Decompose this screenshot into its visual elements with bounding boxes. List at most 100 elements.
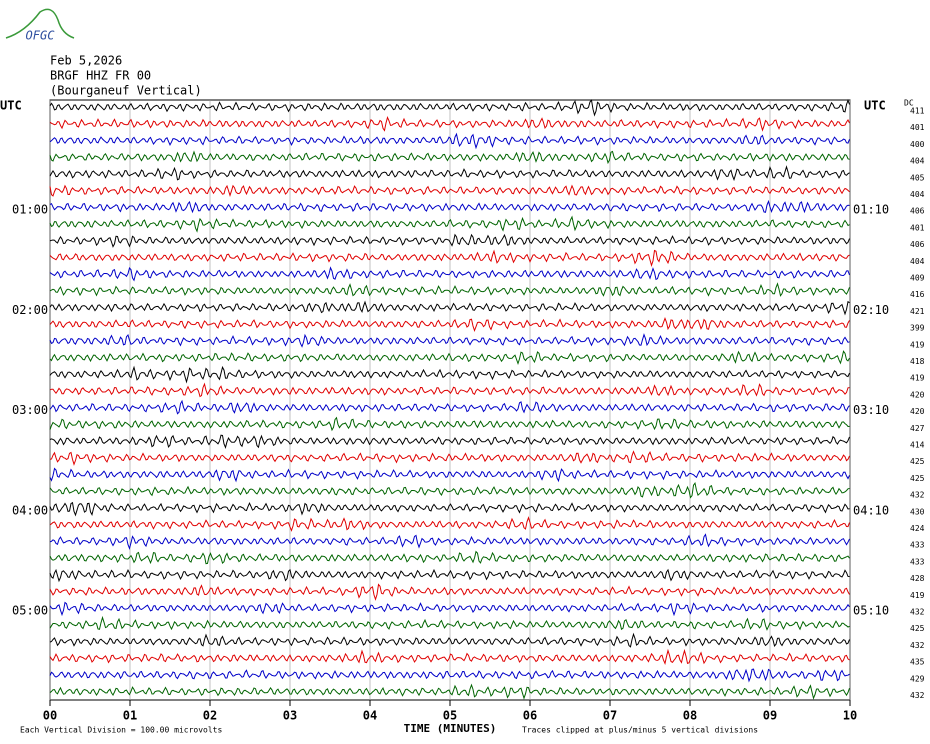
right-header: UTC <box>864 99 886 113</box>
x-axis-label: TIME (MINUTES) <box>404 722 497 735</box>
trace <box>49 434 850 449</box>
x-tick-label: 03 <box>283 709 297 723</box>
right-time-label: 04:10 <box>853 503 889 517</box>
dc-value: 432 <box>910 691 925 700</box>
dc-value: 420 <box>910 390 925 399</box>
right-time-label: 05:10 <box>853 604 889 618</box>
dc-value: 424 <box>910 524 925 533</box>
note-left: Each Vertical Division = 100.00 microvol… <box>20 726 222 735</box>
dc-value: 425 <box>910 457 925 466</box>
x-tick-label: 05 <box>443 709 457 723</box>
dc-value: 405 <box>910 173 925 182</box>
dc-value: 432 <box>910 641 925 650</box>
trace <box>49 333 850 348</box>
dc-value: 427 <box>910 424 925 433</box>
trace <box>49 116 850 132</box>
trace <box>49 416 850 432</box>
left-header: UTC <box>0 99 22 113</box>
right-time-label: 01:10 <box>853 203 889 217</box>
dc-value: 425 <box>910 624 925 633</box>
dc-value: 409 <box>910 274 925 283</box>
dc-value: 433 <box>910 557 925 566</box>
dc-value: 418 <box>910 357 925 366</box>
trace <box>49 601 850 617</box>
dc-value: 406 <box>910 207 925 216</box>
station-name: (Bourganeuf Vertical) <box>50 84 202 98</box>
left-time-label: 02:00 <box>12 303 48 317</box>
trace <box>49 98 850 117</box>
x-tick-label: 06 <box>523 709 537 723</box>
trace <box>49 350 850 366</box>
trace <box>49 648 850 665</box>
dc-value: 416 <box>910 290 925 299</box>
dc-value: 429 <box>910 674 925 683</box>
dc-value: 404 <box>910 190 925 199</box>
dc-value: 419 <box>910 340 925 349</box>
x-tick-label: 04 <box>363 709 377 723</box>
trace <box>49 516 850 532</box>
dc-value: 420 <box>910 407 925 416</box>
dc-value: 430 <box>910 507 925 516</box>
chart-subtitle: BRGF HHZ FR 00 <box>50 69 151 83</box>
trace <box>49 215 850 233</box>
dc-value: 421 <box>910 307 925 316</box>
logo: OFGC <box>26 29 56 43</box>
trace <box>49 233 850 248</box>
dc-value: 425 <box>910 474 925 483</box>
trace <box>49 382 850 398</box>
trace <box>49 450 850 466</box>
trace <box>49 568 850 583</box>
x-tick-label: 01 <box>123 709 137 723</box>
trace <box>49 282 850 297</box>
trace <box>49 266 850 282</box>
trace <box>49 683 850 700</box>
dc-value: 414 <box>910 441 925 450</box>
dc-value: 400 <box>910 140 925 149</box>
dc-value: 401 <box>910 223 925 232</box>
dc-value: 401 <box>910 123 925 132</box>
dc-value: 406 <box>910 240 925 249</box>
x-tick-label: 07 <box>603 709 617 723</box>
trace <box>49 583 850 601</box>
x-tick-label: 10 <box>843 709 857 723</box>
dc-value: 404 <box>910 157 925 166</box>
chart-title: Feb 5,2026 <box>50 54 122 68</box>
trace <box>49 184 850 198</box>
left-time-label: 03:00 <box>12 403 48 417</box>
trace <box>49 482 850 499</box>
trace <box>49 165 850 182</box>
dc-value: 419 <box>910 374 925 383</box>
trace <box>49 199 850 214</box>
note-right: Traces clipped at plus/minus 5 vertical … <box>522 726 758 735</box>
trace <box>49 300 850 316</box>
dc-value: 432 <box>910 608 925 617</box>
dc-value: 404 <box>910 257 925 266</box>
dc-value: 433 <box>910 541 925 550</box>
dc-value: 411 <box>910 107 925 116</box>
dc-value: 399 <box>910 324 925 333</box>
x-tick-label: 08 <box>683 709 697 723</box>
left-time-label: 01:00 <box>12 203 48 217</box>
logo-curve <box>5 8 75 39</box>
trace <box>49 668 850 683</box>
trace <box>49 132 850 150</box>
x-tick-label: 09 <box>763 709 777 723</box>
trace <box>49 467 850 483</box>
x-tick-label: 00 <box>43 709 57 723</box>
trace <box>49 550 850 565</box>
trace <box>49 399 850 415</box>
trace <box>49 632 850 648</box>
dc-value: 435 <box>910 658 925 667</box>
x-tick-label: 02 <box>203 709 217 723</box>
left-time-label: 04:00 <box>12 503 48 517</box>
trace <box>49 533 850 551</box>
dc-value: 428 <box>910 574 925 583</box>
dc-value: 432 <box>910 491 925 500</box>
trace <box>49 365 850 384</box>
dc-value: 419 <box>910 591 925 600</box>
trace <box>49 501 850 517</box>
right-time-label: 02:10 <box>853 303 889 317</box>
dc-header: DC <box>904 99 914 108</box>
trace <box>49 249 850 267</box>
